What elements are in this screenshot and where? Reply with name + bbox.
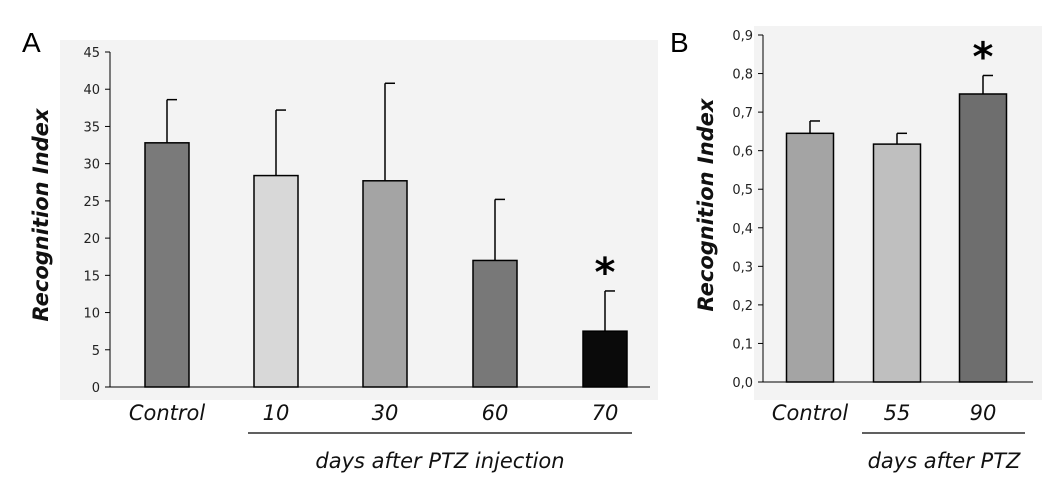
panel-a-category-label: Control <box>129 401 206 425</box>
panel-a-letter: A <box>22 27 41 58</box>
panel-a-y-tick-label: 20 <box>83 232 100 247</box>
panel-b-category-labels: Control 55 90 <box>772 401 997 425</box>
panel-b-bars: * <box>785 34 1008 383</box>
panel-b-category-label: Control <box>772 401 849 425</box>
panel-a-bar <box>582 330 628 388</box>
panel-b-y-tick-label: 0,8 <box>732 68 753 83</box>
panel-b-y-tick-label: 0,5 <box>732 183 753 198</box>
panel-b-category-label: 55 <box>884 401 911 425</box>
panel-a-category-labels: Control 10 30 60 70 <box>129 401 619 425</box>
panel-a-y-tick-label: 0 <box>92 381 100 396</box>
panel-b-y-axis-label: Recognition Index <box>694 97 718 311</box>
panel-b-y-tick-label: 0,0 <box>732 376 753 391</box>
panel-b-bar <box>785 132 835 383</box>
panel-a-bar <box>472 259 518 388</box>
panel-b-letter: B <box>670 27 689 58</box>
panel-a-bar <box>362 180 408 388</box>
panel-b-y-tick-label: 0,3 <box>732 260 753 275</box>
panel-a-bar <box>253 174 299 388</box>
panel-b-y-tick-label: 0,4 <box>732 222 753 237</box>
panel-a-bars: * <box>144 82 628 388</box>
panel-a-y-tick-label: 45 <box>83 46 100 61</box>
panel-a-category-label: 60 <box>482 401 509 425</box>
panel-b-y-tick-label: 0,9 <box>732 29 753 44</box>
panel-b-bar <box>958 93 1008 383</box>
panel-b-y-tick-label: 0,2 <box>732 299 753 314</box>
panel-b-significance-marker: * <box>973 34 994 80</box>
panel-a-category-label: 70 <box>592 401 619 425</box>
panel-a-y-tick-label: 15 <box>83 269 100 284</box>
panel-b-y-tick-label: 0,7 <box>732 106 753 121</box>
panel-b-group-label: days after PTZ <box>868 449 1021 473</box>
panel-a-y-tick-label: 40 <box>83 83 100 98</box>
panel-b-category-label: 90 <box>970 401 997 425</box>
panel-a-y-tick-label: 25 <box>83 195 100 210</box>
panel-a: A Recognition Index 0 5 10 15 20 25 30 35 40 45 *… <box>22 27 658 473</box>
panel-b-y-tick-label: 0,1 <box>732 337 753 352</box>
panel-a-category-label: 10 <box>263 401 290 425</box>
panel-a-y-tick-label: 10 <box>83 307 100 322</box>
panel-b-y-tick-label: 0,6 <box>732 145 753 160</box>
panel-a-y-tick-label: 35 <box>83 120 100 135</box>
panel-a-bar <box>144 142 190 388</box>
panel-a-y-tick-label: 30 <box>83 158 100 173</box>
panel-a-group-label: days after PTZ injection <box>315 449 564 473</box>
panel-a-y-tick-label: 5 <box>92 344 100 359</box>
panel-b: B Recognition Index 0,0 0,1 0,2 0,3 0,4 0,5 0,… <box>670 26 1042 473</box>
panel-a-significance-marker: * <box>595 250 616 296</box>
panel-a-category-label: 30 <box>372 401 399 425</box>
panel-b-bar <box>872 143 922 383</box>
panel-a-y-axis-label: Recognition Index <box>29 107 53 321</box>
